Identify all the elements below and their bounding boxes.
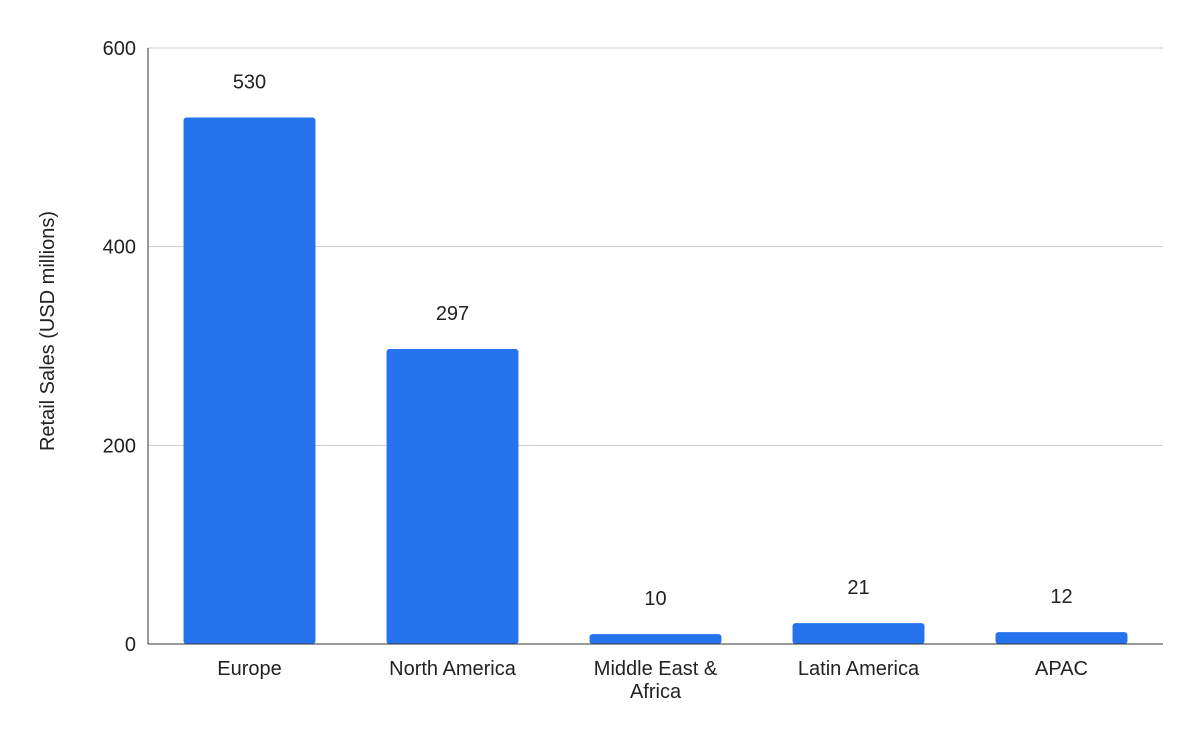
category-label: APAC: [1035, 658, 1088, 680]
category-label-line: Middle East &: [594, 658, 718, 680]
category-label: North America: [389, 658, 517, 680]
category-label: Latin America: [798, 658, 920, 680]
category-label-line: Africa: [630, 681, 682, 703]
bar: [183, 117, 316, 645]
category-label-line: APAC: [1035, 658, 1088, 680]
category-label: Middle East & Africa: [594, 658, 718, 703]
y-tick-label: 600: [103, 38, 136, 60]
x-category-labels: Europe North America Middle East & Africa La…: [217, 658, 1088, 703]
data-label: 530: [233, 72, 266, 94]
y-tick-label: 200: [103, 435, 136, 457]
category-label-line: Latin America: [798, 658, 920, 680]
category-label-line: North America: [389, 658, 517, 680]
bar: [386, 348, 519, 644]
bar: [792, 623, 925, 644]
category-label: Europe: [217, 658, 282, 680]
data-label: 12: [1050, 586, 1072, 608]
y-tick-labels: 0 200 400 600: [103, 38, 136, 656]
grid-lines: [148, 47, 1163, 446]
data-label: 10: [644, 588, 666, 610]
y-axis-title: Retail Sales (USD millions): [37, 211, 59, 451]
y-tick-label: 400: [103, 237, 136, 259]
data-label: 21: [847, 577, 869, 599]
data-label: 297: [436, 303, 469, 325]
bars: [183, 117, 1128, 645]
category-label-line: Europe: [217, 658, 282, 680]
axes: [147, 48, 1163, 645]
data-labels: 530 297 10 21 12: [233, 72, 1073, 611]
bar: [995, 632, 1128, 644]
y-tick-label: 0: [125, 634, 136, 656]
bar: [589, 634, 722, 644]
